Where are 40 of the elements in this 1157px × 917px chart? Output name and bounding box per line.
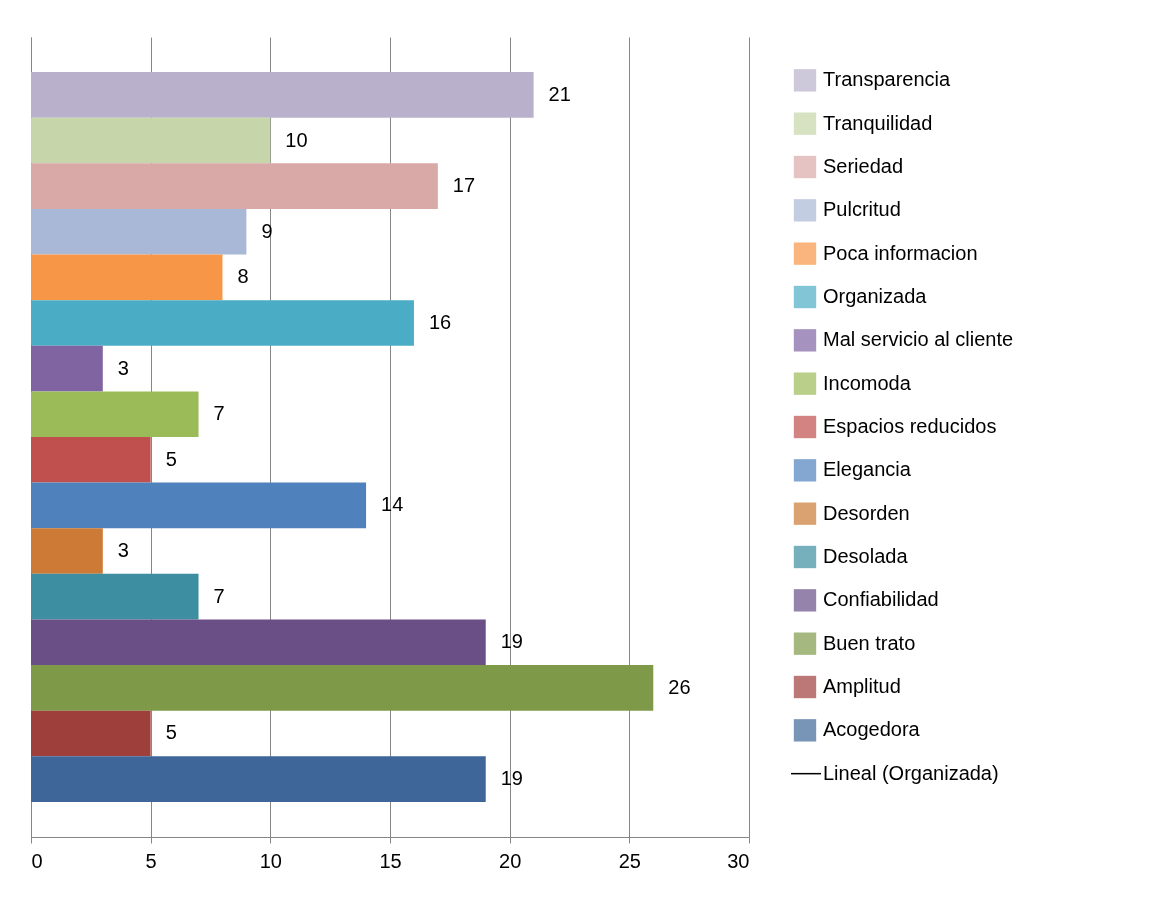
legend-label: Elegancia bbox=[823, 458, 912, 481]
legend-label: Desorden bbox=[823, 501, 910, 524]
legend-label: Poca informacion bbox=[823, 241, 978, 264]
legend-label: Confiabilidad bbox=[823, 588, 939, 611]
legend-label: Incomoda bbox=[823, 371, 912, 394]
data-label: 3 bbox=[117, 356, 129, 379]
legend-label: Acogedora bbox=[823, 718, 921, 741]
legend-label: Organizada bbox=[823, 285, 928, 307]
data-label: 7 bbox=[213, 402, 225, 425]
legend-label: Espacios reducidos bbox=[823, 415, 997, 437]
legend-label: Transparencia bbox=[823, 68, 951, 91]
legend-label: Lineal (Organizada) bbox=[823, 761, 999, 784]
data-label: 3 bbox=[117, 539, 129, 562]
x-tick-label: 30 bbox=[727, 849, 750, 872]
data-label: 8 bbox=[237, 265, 249, 288]
x-tick-label: 25 bbox=[618, 849, 641, 872]
legend-label: Amplitud bbox=[823, 675, 901, 697]
legend-label: Desolada bbox=[823, 545, 909, 567]
x-tick-label: 5 bbox=[145, 849, 157, 872]
data-label: 16 bbox=[428, 310, 452, 333]
data-label: 21 bbox=[548, 82, 571, 105]
legend-label: Pulcritud bbox=[823, 198, 901, 221]
x-tick-label: 0 bbox=[31, 849, 43, 872]
data-label: 5 bbox=[165, 447, 177, 470]
x-tick-label: 15 bbox=[379, 849, 402, 872]
legend-label: Buen trato bbox=[823, 631, 916, 654]
data-label: 17 bbox=[452, 174, 476, 197]
data-label: 7 bbox=[213, 584, 225, 607]
data-label: 5 bbox=[165, 721, 177, 744]
legend-label: Tranquilidad bbox=[823, 111, 933, 134]
legend-label: Seriedad bbox=[823, 155, 904, 177]
legend-label: Mal servicio al cliente bbox=[823, 328, 1014, 351]
data-label: 10 bbox=[285, 128, 308, 151]
data-label: 14 bbox=[381, 493, 404, 516]
data-label: 19 bbox=[500, 630, 523, 653]
data-label: 9 bbox=[261, 219, 273, 242]
data-label: 26 bbox=[668, 675, 691, 698]
x-tick-label: 10 bbox=[259, 849, 282, 872]
x-tick-label: 20 bbox=[499, 849, 522, 872]
data-label: 19 bbox=[500, 767, 523, 790]
